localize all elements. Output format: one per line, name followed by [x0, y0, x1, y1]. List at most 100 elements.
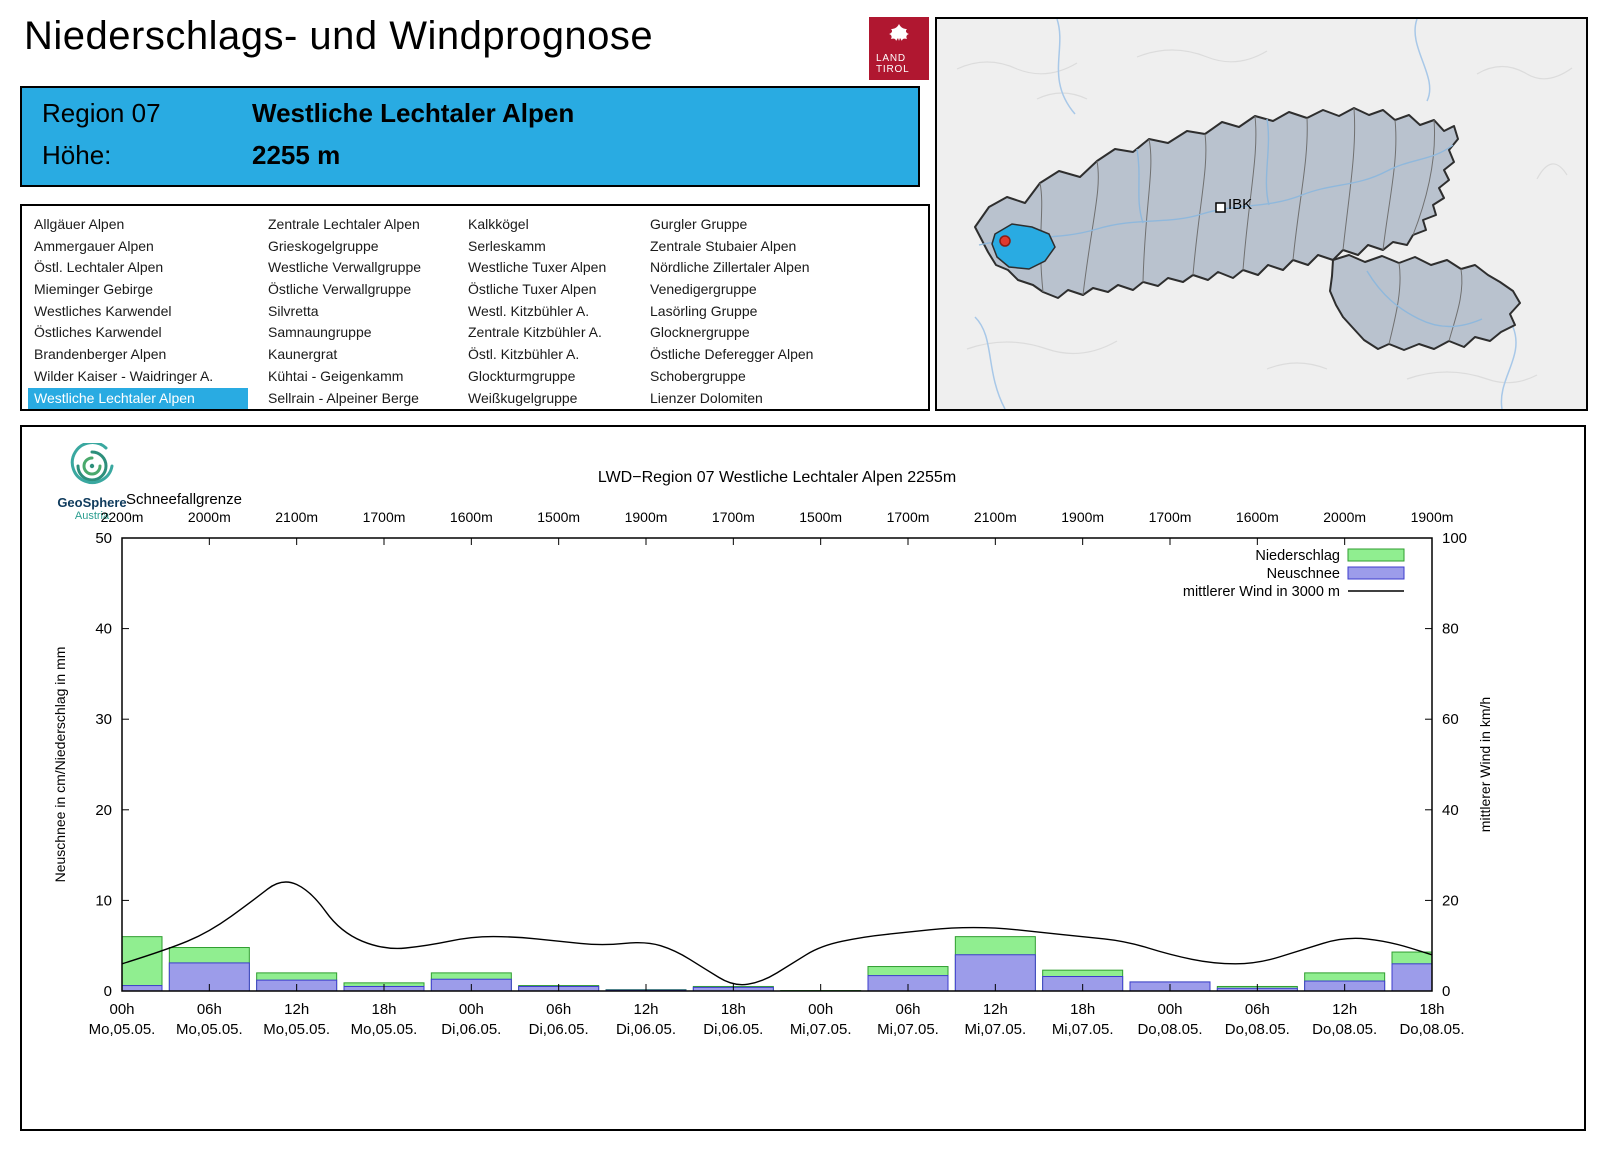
region-list-item[interactable]: Brandenberger Alpen	[34, 346, 167, 363]
region-list-item[interactable]: Silvretta	[268, 302, 319, 319]
region-list-item[interactable]: Lasörling Gruppe	[650, 302, 758, 319]
tirol-map[interactable]: IBK	[935, 17, 1588, 411]
region-list-item-selected[interactable]: Westliche Lechtaler Alpen	[28, 387, 248, 410]
y-axis-label-left: Neuschnee in cm/Niederschlag in mm	[52, 647, 68, 883]
subregion-borders	[1039, 107, 1463, 345]
snowline-value: 1900m	[1411, 509, 1454, 525]
x-tick-label: 00h	[1157, 1001, 1182, 1018]
region-list-item[interactable]: Allgäuer Alpen	[34, 216, 125, 232]
legend-swatch	[1347, 548, 1405, 562]
neuschnee-bar	[121, 985, 163, 992]
y-tick-left-label: 40	[95, 621, 112, 638]
region-list-item[interactable]: Östliches Karwendel	[34, 324, 162, 341]
region-list-item[interactable]: Nördliche Zillertaler Alpen	[650, 259, 810, 276]
chart-plot: 00h Mo,05.05. 2200m 06h Mo,05.05. 2000m 12h Mo,…	[52, 509, 1493, 1038]
region-list: Allgäuer Alpen Ammergauer Alpen Östl. Lech…	[20, 204, 930, 411]
niederschlag-bar	[121, 936, 163, 992]
region-list-item[interactable]: Venedigergruppe	[650, 281, 757, 298]
region-list-item[interactable]: Östliche Deferegger Alpen	[650, 346, 814, 363]
region-list-item[interactable]: Weißkugelgruppe	[468, 389, 578, 406]
x-tick-label: 00h	[808, 1001, 833, 1018]
x-date-label: Do,08.05.	[1225, 1021, 1290, 1038]
region-list-item[interactable]: Östl. Lechtaler Alpen	[34, 259, 164, 276]
x-tick-label: 00h	[109, 1001, 134, 1018]
selected-region-shape[interactable]	[991, 223, 1056, 270]
y-tick-right-label: 100	[1442, 530, 1467, 547]
snowline-value: 1700m	[887, 509, 930, 525]
map-city-label: IBK	[1228, 196, 1252, 213]
region-info-box: Region 07 Westliche Lechtaler Alpen Höhe…	[20, 86, 920, 187]
region-list-item[interactable]: Glockturmgruppe	[468, 367, 576, 384]
x-tick-label: 06h	[895, 1001, 920, 1018]
region-list-column: Kalkkögel Serleskamm Westliche Tuxer Alpen…	[462, 214, 682, 409]
ibk-marker	[1215, 202, 1226, 213]
snowline-value: 1700m	[363, 509, 406, 525]
snowline-label: Schneefallgrenze	[126, 491, 242, 508]
x-date-label: Di,06.05.	[529, 1021, 589, 1038]
region-list-item[interactable]: Westliche Tuxer Alpen	[468, 259, 607, 276]
legend-label: Neuschnee	[1267, 566, 1340, 582]
region-list-item[interactable]: Gurgler Gruppe	[650, 216, 748, 232]
region-list-item[interactable]: Östliche Verwallgruppe	[268, 281, 412, 298]
snowline-value: 2000m	[1323, 509, 1366, 525]
region-list-item[interactable]: Mieminger Gebirge	[34, 281, 154, 298]
region-list-item[interactable]: Samnaungruppe	[268, 324, 372, 341]
region-list-item[interactable]: Sellrain - Alpeiner Berge	[268, 389, 419, 406]
region-list-item[interactable]: Wilder Kaiser - Waidringer A.	[34, 367, 214, 384]
region-list-item[interactable]: Westliches Karwendel	[34, 302, 172, 319]
x-tick-label: 00h	[459, 1001, 484, 1018]
legend-label: mittlerer Wind in 3000 m	[1183, 584, 1340, 600]
region-list-item[interactable]: Kaunergrat	[268, 346, 338, 363]
snowline-value: 1900m	[1061, 509, 1104, 525]
y-tick-left-label: 20	[95, 802, 112, 819]
east-tirol-shape[interactable]	[1329, 254, 1521, 351]
tirol-map-svg[interactable]: IBK	[937, 19, 1586, 409]
region-list-item[interactable]: Kühtai - Geigenkamm	[268, 367, 404, 384]
region-list-item[interactable]: Westliche Verwallgruppe	[268, 259, 422, 276]
x-tick-label: 12h	[633, 1001, 658, 1018]
region-list-column: Zentrale Lechtaler Alpen Grieskogelgruppe…	[262, 214, 482, 409]
x-tick-label: 18h	[1419, 1001, 1444, 1018]
x-date-label: Mo,05.05.	[89, 1021, 156, 1038]
geosphere-name: GeoSphere	[57, 495, 127, 510]
page-title: Niederschlags- und Windprognose	[24, 14, 654, 58]
x-date-label: Di,06.05.	[441, 1021, 501, 1038]
region-list-item[interactable]: Schobergruppe	[650, 367, 746, 384]
tirol-eagle-icon	[889, 24, 909, 41]
region-name-value: Westliche Lechtaler Alpen	[252, 98, 575, 128]
x-date-label: Do,08.05.	[1399, 1021, 1464, 1038]
region-list-item[interactable]: Kalkkögel	[468, 216, 529, 232]
region-list-item[interactable]: Westl. Kitzbühler A.	[468, 302, 590, 319]
x-date-label: Mi,07.05.	[1052, 1021, 1114, 1038]
y-axis-label-right: mittlerer Wind in km/h	[1477, 697, 1493, 832]
x-date-label: Do,08.05.	[1312, 1021, 1377, 1038]
x-date-label: Di,06.05.	[616, 1021, 676, 1038]
region-list-item[interactable]: Zentrale Stubaier Alpen	[650, 237, 797, 254]
region-list-item[interactable]: Grieskogelgruppe	[268, 237, 379, 254]
geosphere-arcs-icon	[70, 441, 114, 485]
region-list-item[interactable]: Östl. Kitzbühler A.	[468, 346, 580, 363]
region-list-item[interactable]: Zentrale Lechtaler Alpen	[268, 216, 420, 232]
x-tick-label: 06h	[546, 1001, 571, 1018]
region-list-item[interactable]: Glocknergruppe	[650, 324, 750, 341]
river-line	[974, 19, 1517, 409]
region-list-item[interactable]: Serleskamm	[468, 237, 546, 254]
x-date-label: Mi,07.05.	[964, 1021, 1026, 1038]
plot-border	[121, 537, 1433, 992]
wind-line	[121, 881, 1433, 986]
snowline-value: 2200m	[101, 509, 144, 525]
region-list-item[interactable]: Östliche Tuxer Alpen	[468, 281, 597, 298]
snowline-value: 1500m	[799, 509, 842, 525]
x-tick-label: 18h	[1070, 1001, 1095, 1018]
legend-swatch	[1347, 566, 1405, 580]
land-tirol-logo: LAND TIROL	[869, 17, 929, 80]
region-list-item[interactable]: Ammergauer Alpen	[34, 237, 154, 254]
snowline-value: 2100m	[275, 509, 318, 525]
region-list-item[interactable]: Lienzer Dolomiten	[650, 389, 763, 406]
region-list-item[interactable]: Zentrale Kitzbühler A.	[468, 324, 602, 341]
x-tick-label: 18h	[371, 1001, 396, 1018]
tirol-logo-text: LAND TIROL	[876, 53, 910, 75]
snowline-value: 2000m	[188, 509, 231, 525]
y-tick-left-label: 50	[95, 530, 112, 547]
